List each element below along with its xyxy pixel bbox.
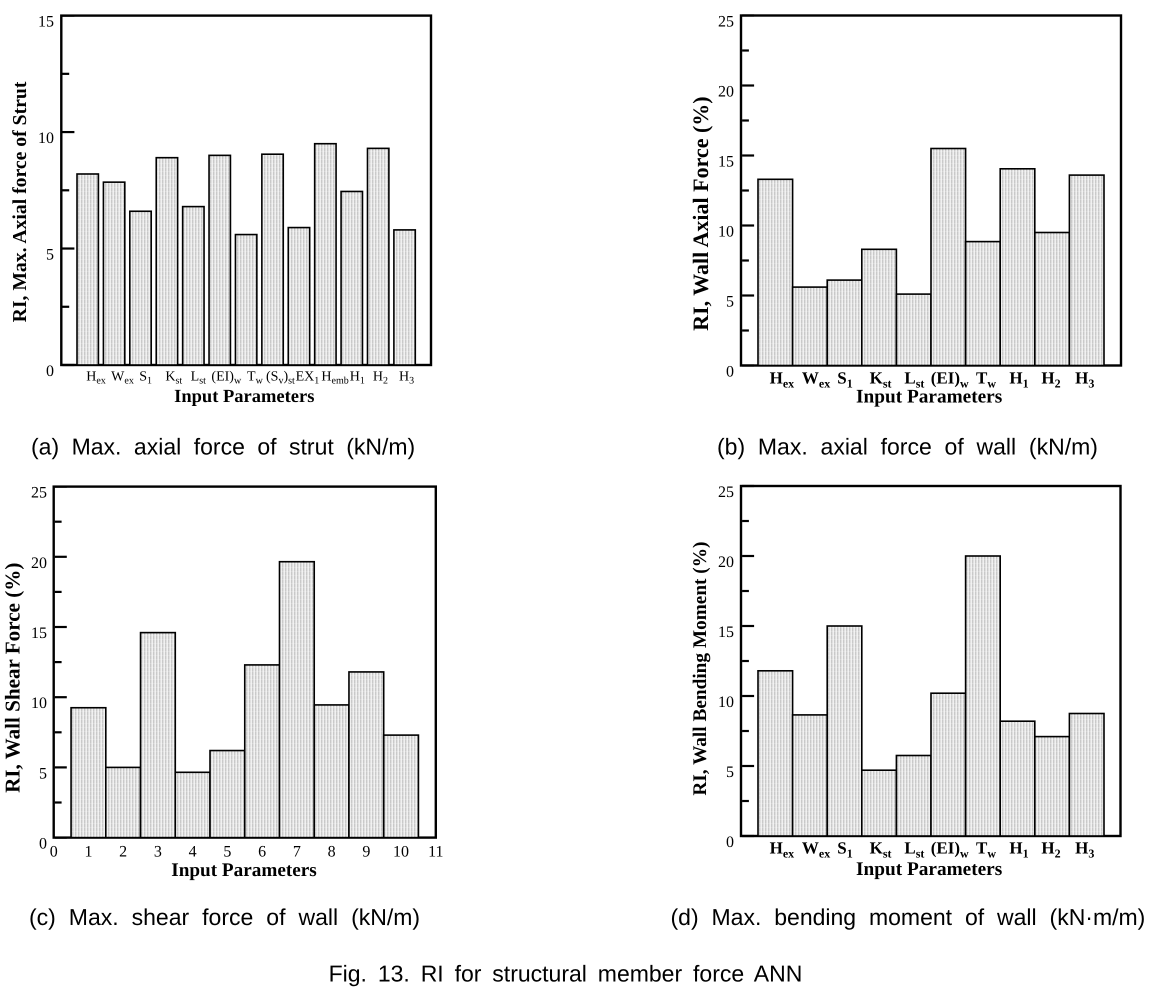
svg-text:Input Parameters: Input Parameters — [856, 387, 1003, 408]
svg-text:Input Parameters: Input Parameters — [171, 860, 316, 881]
svg-text:1: 1 — [84, 844, 92, 861]
svg-text:H1​: H1​ — [350, 370, 365, 387]
svg-text:H2​: H2​ — [373, 370, 388, 387]
svg-text:Input Parameters: Input Parameters — [856, 859, 1003, 880]
svg-text:S1​: S1​ — [837, 839, 852, 861]
svg-text:EX1​: EX1​ — [296, 370, 320, 387]
svg-text:10: 10 — [31, 695, 47, 712]
svg-text:Lst​: Lst​ — [904, 839, 924, 861]
svg-text:(Sv​)st​: (Sv​)st​ — [266, 370, 295, 387]
svg-text:Hex​: Hex​ — [86, 370, 106, 387]
svg-text:RI, Max. Axial force of Strut: RI, Max. Axial force of Strut — [9, 81, 31, 322]
svg-text:10: 10 — [718, 224, 734, 241]
svg-text:Kst​: Kst​ — [870, 368, 892, 390]
svg-text:0: 0 — [50, 844, 58, 861]
svg-text:H1​: H1​ — [1009, 368, 1028, 390]
svg-text:(EI)w​: (EI)w​ — [211, 370, 242, 387]
svg-text:0: 0 — [726, 364, 734, 381]
svg-text:RI, Wall Bending Moment (%): RI, Wall Bending Moment (%) — [690, 542, 711, 796]
svg-text:20: 20 — [718, 84, 734, 101]
svg-text:Lst​: Lst​ — [191, 370, 206, 387]
svg-text:(d) Max. bending moment of wal: (d) Max. bending moment of wall (kN·m/m) — [671, 904, 1146, 930]
svg-text:RI, Wall Shear Force (%): RI, Wall Shear Force (%) — [1, 563, 25, 793]
svg-text:Tw​: Tw​ — [976, 368, 996, 390]
svg-text:6: 6 — [258, 844, 266, 861]
svg-text:S1​: S1​ — [139, 370, 152, 387]
svg-text:15: 15 — [38, 14, 54, 31]
svg-text:Lst​: Lst​ — [904, 368, 924, 390]
svg-text:H3​: H3​ — [1075, 368, 1094, 390]
svg-text:H1​: H1​ — [1009, 839, 1028, 861]
svg-text:0: 0 — [46, 363, 54, 380]
svg-text:Hemb​: Hemb​ — [321, 370, 348, 387]
svg-text:10: 10 — [393, 844, 409, 861]
svg-text:5: 5 — [726, 764, 734, 781]
svg-text:5: 5 — [46, 247, 54, 264]
svg-text:RI, Wall Axial Force (%): RI, Wall Axial Force (%) — [688, 96, 713, 330]
svg-text:3: 3 — [154, 844, 162, 861]
svg-text:25: 25 — [718, 484, 734, 501]
svg-text:Tw​: Tw​ — [247, 370, 264, 387]
svg-text:Wex​: Wex​ — [802, 368, 830, 390]
svg-text:(b) Max. axial force of wall (: (b) Max. axial force of wall (kN/m) — [717, 434, 1098, 460]
svg-text:(c) Max. shear force of wall (: (c) Max. shear force of wall (kN/m) — [29, 904, 420, 930]
svg-text:2: 2 — [119, 844, 127, 861]
svg-text:S1​: S1​ — [837, 368, 852, 390]
svg-text:Tw​: Tw​ — [976, 839, 996, 861]
svg-text:Hex​: Hex​ — [770, 839, 795, 861]
svg-text:11: 11 — [428, 844, 443, 861]
svg-text:20: 20 — [31, 555, 47, 572]
svg-text:5: 5 — [223, 844, 231, 861]
svg-text:Hex​: Hex​ — [770, 368, 795, 390]
svg-text:7: 7 — [293, 844, 301, 861]
svg-text:0: 0 — [726, 834, 734, 851]
svg-text:(a) Max. axial force of strut: (a) Max. axial force of strut (kN/m) — [31, 434, 415, 460]
svg-text:H2​: H2​ — [1041, 368, 1060, 390]
svg-text:8: 8 — [328, 844, 336, 861]
svg-text:H3​: H3​ — [1075, 839, 1094, 861]
svg-text:4: 4 — [189, 844, 197, 861]
svg-text:Kst​: Kst​ — [165, 370, 182, 387]
svg-text:Wex​: Wex​ — [111, 370, 134, 387]
svg-text:10: 10 — [38, 130, 54, 147]
svg-text:15: 15 — [718, 624, 734, 641]
svg-text:0: 0 — [39, 836, 47, 853]
svg-text:H2​: H2​ — [1041, 839, 1060, 861]
svg-text:25: 25 — [31, 485, 47, 502]
svg-text:(EI)w​: (EI)w​ — [931, 368, 969, 390]
svg-text:Input Parameters: Input Parameters — [174, 387, 314, 407]
svg-text:Wex​: Wex​ — [802, 839, 830, 861]
svg-text:5: 5 — [39, 765, 47, 782]
svg-text:5: 5 — [726, 294, 734, 311]
svg-text:Kst​: Kst​ — [870, 839, 892, 861]
svg-text:(EI)w​: (EI)w​ — [931, 839, 969, 861]
svg-text:9: 9 — [362, 844, 370, 861]
svg-text:15: 15 — [31, 625, 47, 642]
svg-text:20: 20 — [718, 554, 734, 571]
svg-text:Fig. 13. RI for structural mem: Fig. 13. RI for structural member force … — [329, 961, 803, 987]
svg-text:H3​: H3​ — [399, 370, 414, 387]
svg-text:25: 25 — [718, 14, 734, 31]
svg-text:15: 15 — [718, 154, 734, 171]
svg-text:10: 10 — [718, 694, 734, 711]
